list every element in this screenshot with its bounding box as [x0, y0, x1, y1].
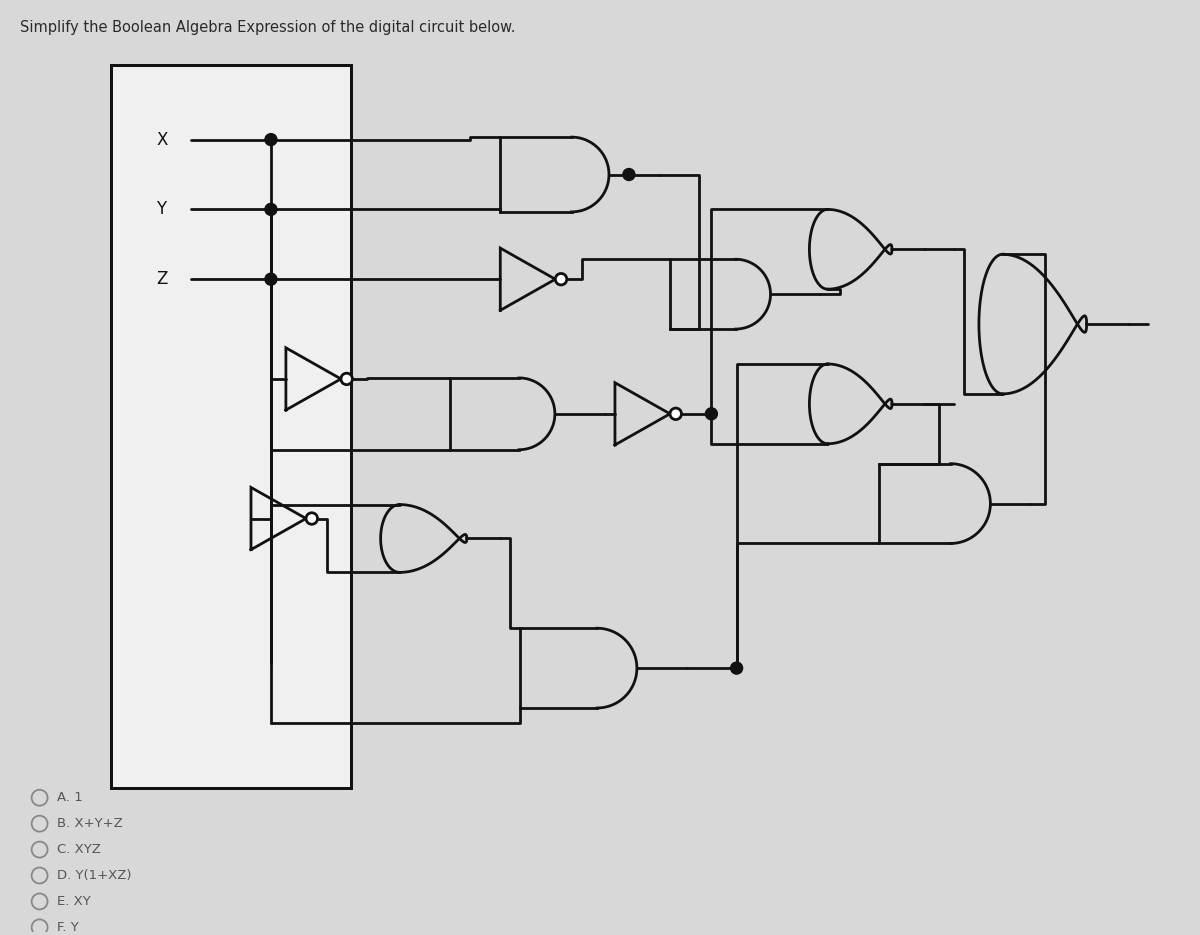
Text: E. XY: E. XY: [56, 895, 90, 908]
Text: Z: Z: [156, 270, 168, 288]
Polygon shape: [112, 65, 350, 788]
Text: D. Y(1+XZ): D. Y(1+XZ): [56, 869, 131, 882]
Text: A. 1: A. 1: [56, 791, 83, 804]
Text: Simplify the Boolean Algebra Expression of the digital circuit below.: Simplify the Boolean Algebra Expression …: [19, 20, 515, 35]
Text: Y: Y: [156, 200, 167, 219]
Circle shape: [306, 512, 318, 525]
Text: X: X: [156, 131, 168, 149]
Circle shape: [623, 168, 635, 180]
Text: C. XYZ: C. XYZ: [56, 843, 101, 856]
Circle shape: [670, 408, 682, 420]
Circle shape: [706, 408, 718, 420]
Polygon shape: [112, 65, 350, 788]
Circle shape: [341, 373, 353, 384]
Circle shape: [731, 662, 743, 674]
Circle shape: [265, 134, 277, 146]
Text: F. Y: F. Y: [56, 921, 78, 934]
Circle shape: [556, 273, 566, 285]
Circle shape: [265, 273, 277, 285]
Text: B. X+Y+Z: B. X+Y+Z: [56, 817, 122, 830]
Circle shape: [265, 204, 277, 215]
